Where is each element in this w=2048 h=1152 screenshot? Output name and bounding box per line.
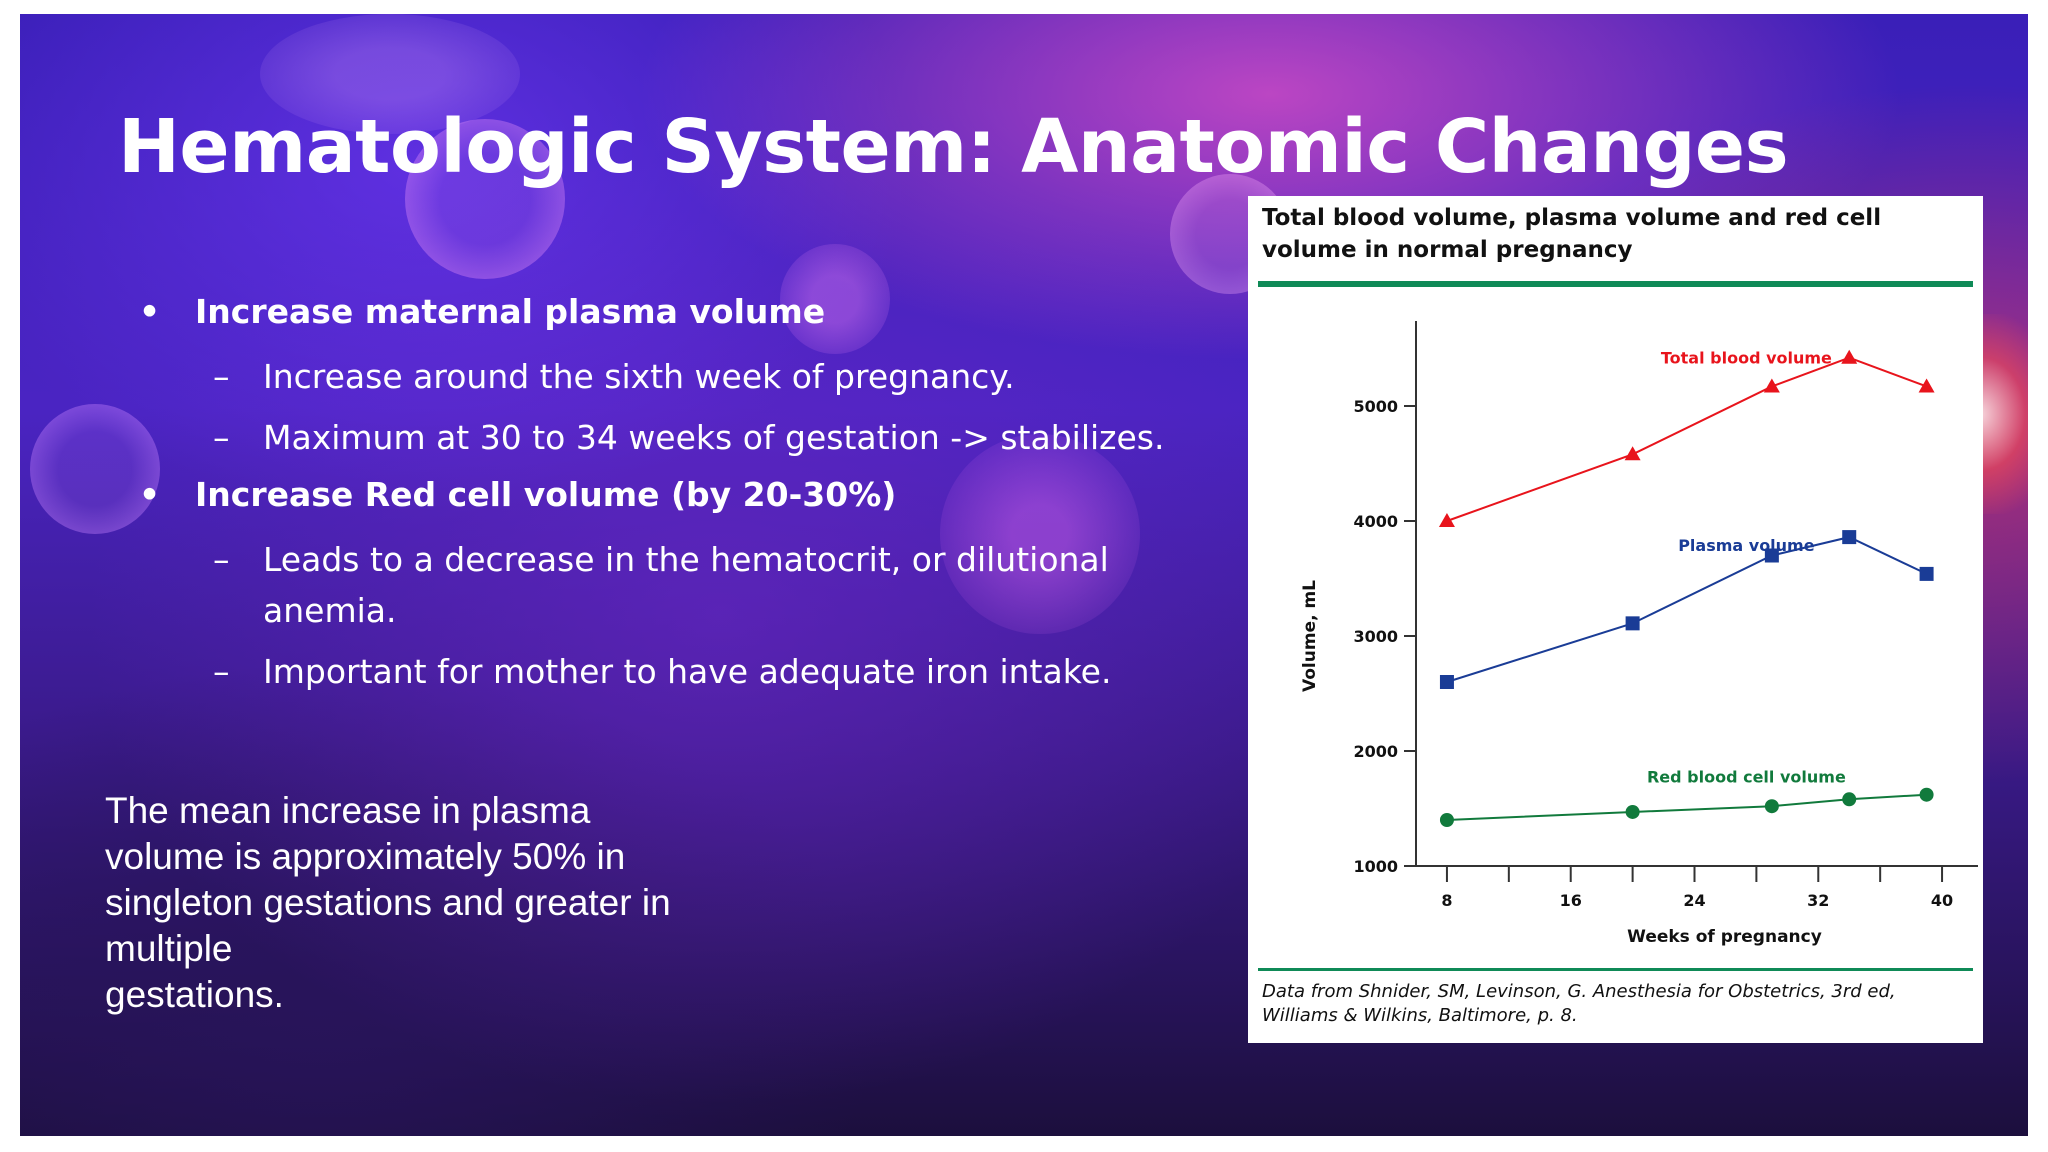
y-tick-label: 4000	[1353, 512, 1398, 531]
note-line: gestations.	[105, 974, 284, 1015]
data-point-triangle	[1438, 513, 1455, 527]
sub-bullet-item: – Increase around the sixth week of pregn…	[115, 351, 1225, 402]
data-point-circle	[1439, 813, 1454, 827]
bullet-text: Increase around the sixth week of pregna…	[263, 357, 1015, 396]
data-point-square	[1842, 530, 1857, 545]
x-tick-label: 40	[1931, 891, 1953, 910]
dash-marker: –	[213, 418, 230, 457]
dash-marker: –	[213, 540, 230, 579]
line-chart: 1000 2000 3000 4000 5000 8 16 24 32 40 Weeks of pr…	[1300, 321, 1978, 947]
bullet-item: • Increase maternal plasma volume	[115, 290, 1225, 334]
data-point-triangle	[1841, 349, 1858, 364]
sub-bullet-item: – Important for mother to have adequate i…	[115, 646, 1225, 697]
x-axis-label: Weeks of pregnancy	[1627, 927, 1822, 947]
note-line: singleton gestations and greater in	[105, 882, 671, 923]
slide-title: Hematologic System: Anatomic Changes	[118, 104, 1789, 190]
bullet-list: • Increase maternal plasma volume – Increas…	[115, 290, 1225, 707]
data-point-square	[1439, 675, 1454, 689]
y-tick-label: 5000	[1353, 397, 1398, 416]
data-point-circle	[1764, 799, 1779, 814]
y-axis-label: Volume, mL	[1300, 580, 1320, 692]
dash-marker: –	[213, 357, 230, 396]
bullet-marker: •	[139, 292, 161, 331]
data-point-triangle	[1624, 446, 1641, 461]
series-label: Total blood volume	[1661, 349, 1832, 368]
note-line: The mean increase in plasma	[105, 790, 591, 831]
figure-top-rule	[1258, 281, 1973, 287]
data-point-triangle	[1763, 378, 1780, 393]
sub-bullet-item: – Leads to a decrease in the hematocrit, …	[115, 534, 1225, 636]
figure-bottom-rule	[1258, 968, 1973, 971]
x-tick-label: 24	[1683, 891, 1705, 910]
note-line: multiple	[105, 928, 233, 969]
x-tick-label: 16	[1560, 891, 1582, 910]
data-point-square	[1919, 566, 1934, 581]
figure-panel: Total blood volume, plasma volume and re…	[1248, 196, 1983, 1043]
data-point-circle	[1625, 804, 1640, 819]
y-tick-label: 3000	[1353, 627, 1398, 646]
series-label: Red blood cell volume	[1647, 768, 1846, 787]
bullet-text: Increase maternal plasma volume	[195, 292, 826, 331]
x-tick-label: 8	[1441, 891, 1452, 910]
y-tick-label: 2000	[1353, 742, 1398, 761]
data-point-circle	[1842, 792, 1857, 807]
data-point-triangle	[1918, 378, 1935, 393]
note-line: volume is approximately 50% in	[105, 836, 626, 877]
data-point-square	[1625, 616, 1640, 631]
bullet-item: • Increase Red cell volume (by 20-30%)	[115, 473, 1225, 517]
slide-background: Hematologic System: Anatomic Changes • In…	[20, 14, 2028, 1136]
sub-bullet-item: – Maximum at 30 to 34 weeks of gestation …	[115, 412, 1225, 463]
summary-note: The mean increase in plasma volume is app…	[105, 788, 725, 1018]
bullet-text: Increase Red cell volume (by 20-30%)	[195, 475, 897, 514]
y-tick-label: 1000	[1353, 857, 1398, 876]
series-line	[1446, 536, 1928, 683]
series-label: Plasma volume	[1678, 536, 1815, 555]
series-line	[1446, 356, 1927, 522]
data-point-circle	[1919, 787, 1934, 802]
dash-marker: –	[213, 652, 230, 691]
figure-source-citation: Data from Shnider, SM, Levinson, G. Anes…	[1262, 981, 1896, 1026]
bullet-text: Leads to a decrease in the hematocrit, o…	[263, 540, 1109, 630]
figure-title: Total blood volume, plasma volume and re…	[1262, 205, 1882, 263]
x-tick-label: 32	[1807, 891, 1829, 910]
bullet-marker: •	[139, 475, 161, 514]
bullet-text: Maximum at 30 to 34 weeks of gestation -…	[263, 418, 1165, 457]
bullet-text: Important for mother to have adequate ir…	[263, 652, 1112, 691]
data-point-square	[1764, 548, 1779, 563]
